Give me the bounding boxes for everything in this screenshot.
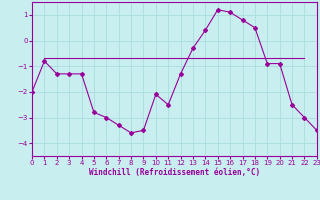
X-axis label: Windchill (Refroidissement éolien,°C): Windchill (Refroidissement éolien,°C) [89, 168, 260, 177]
